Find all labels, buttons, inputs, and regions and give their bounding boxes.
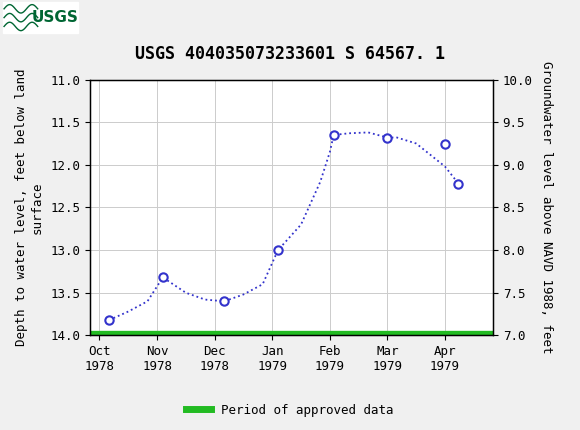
Bar [3, 2, 78, 34]
Legend: Period of approved data: Period of approved data [181, 399, 399, 421]
Y-axis label: Depth to water level, feet below land
surface: Depth to water level, feet below land su… [15, 69, 44, 346]
Text: USGS: USGS [32, 10, 78, 25]
Y-axis label: Groundwater level above NAVD 1988, feet: Groundwater level above NAVD 1988, feet [539, 61, 553, 354]
Text: USGS 404035073233601 S 64567. 1: USGS 404035073233601 S 64567. 1 [135, 45, 445, 63]
